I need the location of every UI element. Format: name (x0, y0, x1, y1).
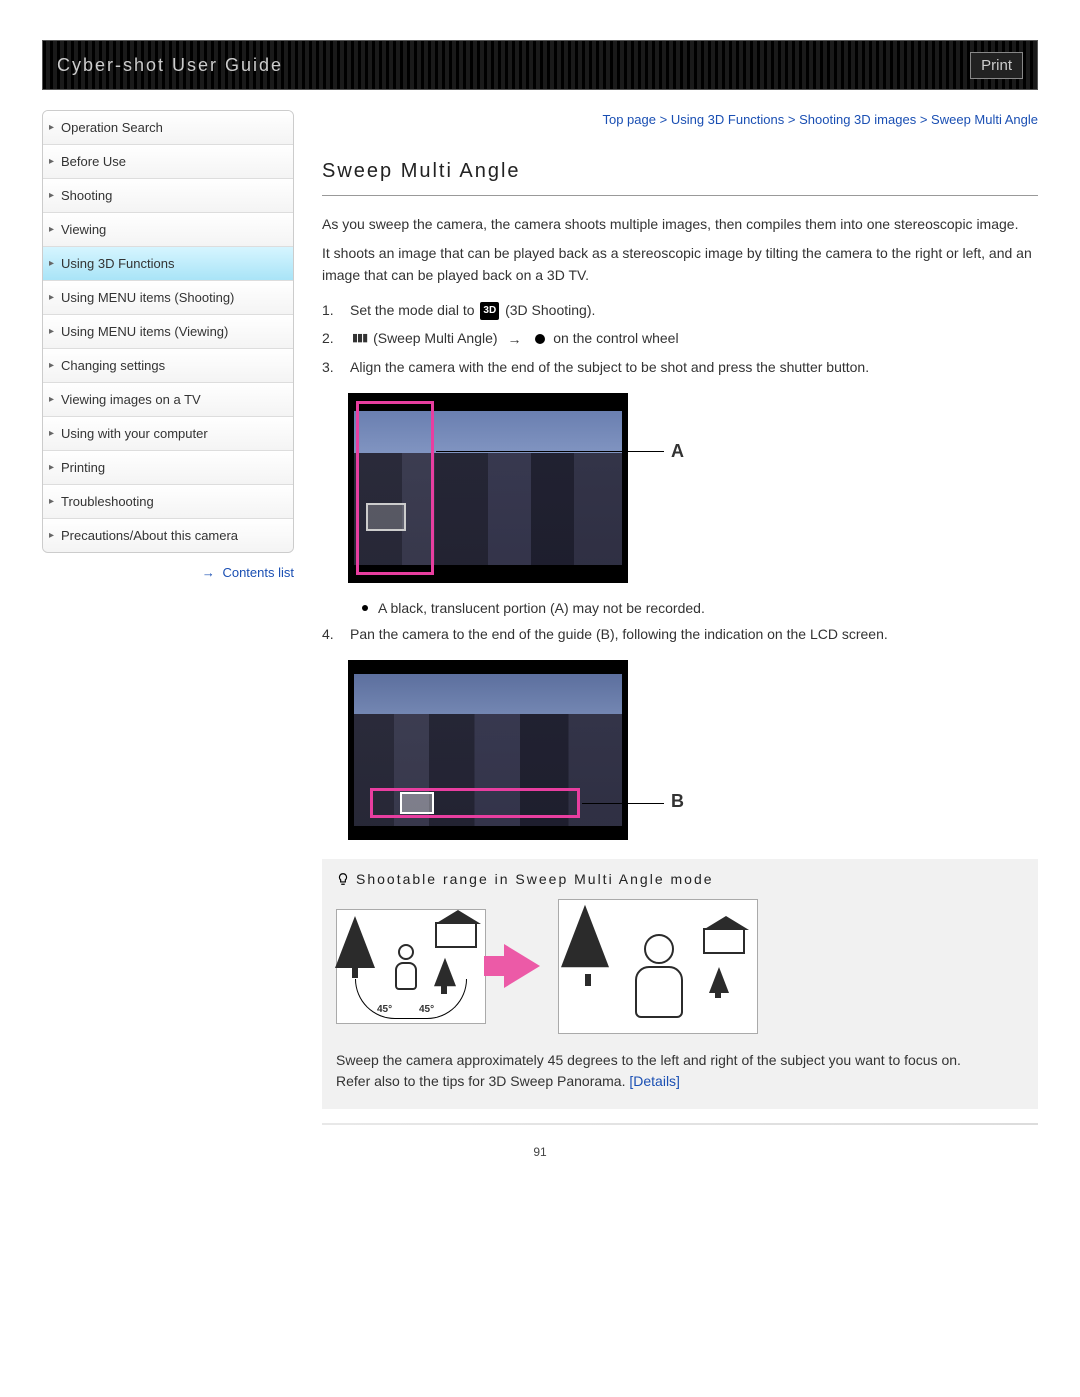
note-text: A black, translucent portion (A) may not… (378, 597, 705, 619)
sidebar-item-printing[interactable]: Printing (43, 451, 293, 485)
label-b: B (671, 791, 684, 812)
page-number: 91 (42, 1145, 1038, 1159)
center-button-icon (535, 334, 545, 344)
arrow-right-icon: → (507, 328, 521, 350)
tip-body-2: Refer also to the tips for 3D Sweep Pano… (336, 1071, 1024, 1093)
illus-left-panel: 45° 45° (336, 909, 486, 1024)
step-2-mid: (Sweep Multi Angle) (373, 330, 501, 346)
sidebar-item-operation-search[interactable]: Operation Search (43, 111, 293, 145)
breadcrumb-sep: > (660, 112, 671, 127)
step-1: 1. Set the mode dial to 3D (3D Shooting)… (322, 299, 1038, 321)
contents-list-link[interactable]: Contents list (222, 565, 294, 580)
arrow-right-icon: → (202, 565, 215, 580)
sidebar-item-computer[interactable]: Using with your computer (43, 417, 293, 451)
nav-list: Operation Search Before Use Shooting Vie… (42, 110, 294, 553)
tip-body-2-pre: Refer also to the tips for 3D Sweep Pano… (336, 1073, 629, 1089)
breadcrumb-sep: > (788, 112, 799, 127)
details-link[interactable]: [Details] (629, 1073, 680, 1089)
figure-b: B (348, 660, 1038, 843)
3d-mode-icon: 3D (480, 302, 499, 320)
lightbulb-icon (336, 872, 350, 886)
breadcrumb-3d-functions[interactable]: Using 3D Functions (671, 112, 784, 127)
header-bar: Cyber-shot User Guide Print (42, 40, 1038, 90)
label-a: A (671, 441, 684, 462)
sidebar-item-troubleshooting[interactable]: Troubleshooting (43, 485, 293, 519)
tip-box: Shootable range in Sweep Multi Angle mod… (322, 859, 1038, 1109)
step-1-post: (3D Shooting). (505, 302, 595, 318)
step-3: 3. Align the camera with the end of the … (322, 356, 1038, 378)
main-content: Top page > Using 3D Functions > Shooting… (322, 110, 1038, 1125)
sidebar-item-viewing[interactable]: Viewing (43, 213, 293, 247)
angle-right-label: 45° (419, 1004, 434, 1015)
step-number: 4. (322, 623, 342, 645)
breadcrumb-sep: > (920, 112, 931, 127)
steps-list: 1. Set the mode dial to 3D (3D Shooting)… (322, 299, 1038, 379)
sweep-multi-angle-icon: ▮▮▮ (352, 330, 367, 348)
contents-link-row: → Contents list (42, 565, 294, 580)
angle-left-label: 45° (377, 1004, 392, 1015)
tip-title: Shootable range in Sweep Multi Angle mod… (336, 871, 1024, 887)
breadcrumb: Top page > Using 3D Functions > Shooting… (322, 110, 1038, 130)
sidebar-item-viewing-tv[interactable]: Viewing images on a TV (43, 383, 293, 417)
tip-title-text: Shootable range in Sweep Multi Angle mod… (356, 871, 714, 887)
sidebar-item-shooting[interactable]: Shooting (43, 179, 293, 213)
breadcrumb-shooting-3d[interactable]: Shooting 3D images (799, 112, 916, 127)
step-number: 2. (322, 327, 342, 349)
tip-illustration: 45° 45° (336, 899, 1024, 1034)
region-a-frame (356, 401, 434, 575)
figure-a: A (348, 393, 1038, 583)
sidebar-item-menu-shooting[interactable]: Using MENU items (Shooting) (43, 281, 293, 315)
step-number: 1. (322, 299, 342, 321)
sidebar-item-changing-settings[interactable]: Changing settings (43, 349, 293, 383)
sidebar-item-precautions[interactable]: Precautions/About this camera (43, 519, 293, 552)
divider (322, 1123, 1038, 1125)
header-title: Cyber-shot User Guide (57, 55, 283, 76)
bullet-icon (362, 605, 368, 611)
page-title: Sweep Multi Angle (322, 160, 1038, 196)
tip-body-1: Sweep the camera approximately 45 degree… (336, 1050, 1024, 1072)
intro-paragraph-1: As you sweep the camera, the camera shoo… (322, 214, 1038, 236)
step-number: 3. (322, 356, 342, 378)
sidebar-item-before-use[interactable]: Before Use (43, 145, 293, 179)
print-button[interactable]: Print (970, 52, 1023, 79)
note-black-portion: A black, translucent portion (A) may not… (362, 597, 1038, 619)
step-body: ▮▮▮ (Sweep Multi Angle) → on the control… (350, 327, 1038, 350)
step-2-post: on the control wheel (553, 330, 678, 346)
sidebar-item-menu-viewing[interactable]: Using MENU items (Viewing) (43, 315, 293, 349)
step-1-pre: Set the mode dial to (350, 302, 478, 318)
intro-paragraph-2: It shoots an image that can be played ba… (322, 243, 1038, 286)
breadcrumb-top-page[interactable]: Top page (602, 112, 656, 127)
figure-b-image: B (348, 660, 628, 840)
illus-right-panel (558, 899, 758, 1034)
sidebar-item-using-3d-functions[interactable]: Using 3D Functions (43, 247, 293, 281)
pink-arrow-icon (504, 944, 540, 988)
step-2: 2. ▮▮▮ (Sweep Multi Angle) → on the cont… (322, 327, 1038, 350)
step-4-text: Pan the camera to the end of the guide (… (350, 623, 1038, 645)
sidebar: Operation Search Before Use Shooting Vie… (42, 110, 294, 1125)
step-3-text: Align the camera with the end of the sub… (350, 356, 1038, 378)
figure-a-image: A (348, 393, 628, 583)
step-4: 4. Pan the camera to the end of the guid… (322, 623, 1038, 645)
step-body: Set the mode dial to 3D (3D Shooting). (350, 299, 1038, 321)
breadcrumb-current: Sweep Multi Angle (931, 112, 1038, 127)
